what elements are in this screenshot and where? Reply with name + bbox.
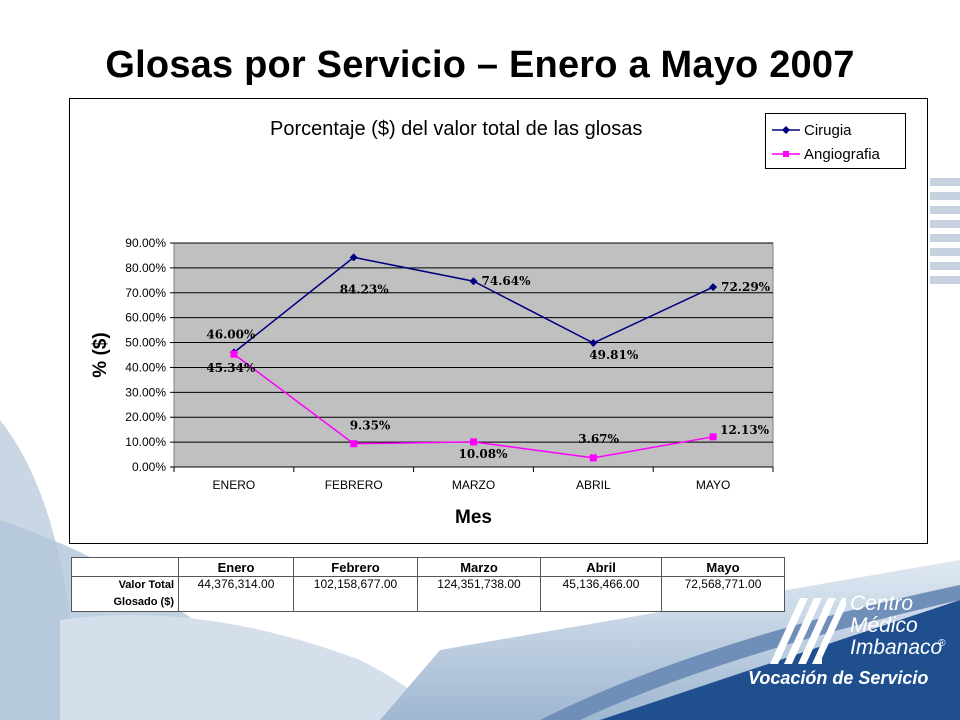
- table-header-cell: Abril: [540, 557, 662, 577]
- x-tick-label: ENERO: [213, 478, 256, 492]
- data-point-cirugia: [589, 339, 598, 348]
- page-title: Glosas por Servicio – Enero a Mayo 2007: [105, 44, 855, 86]
- data-label-angiografia: 9.35%: [350, 419, 391, 433]
- x-tick-label: MARZO: [452, 478, 495, 492]
- centro-medico-imbanaco-logo: Centro Médico Imbanaco ® Vocación de Ser…: [748, 592, 950, 692]
- table-corner-cell: [71, 557, 179, 577]
- data-point-angiografia: [709, 433, 717, 441]
- y-tick-label: 10.00%: [125, 435, 166, 449]
- data-label-angiografia: 3.67%: [578, 432, 619, 446]
- data-label-cirugia: 46.00%: [206, 328, 256, 342]
- data-label-cirugia: 72.29%: [721, 280, 771, 294]
- legend-swatch-cirugia: [772, 126, 800, 134]
- table-cell: 44,376,314.00: [178, 576, 294, 612]
- data-label-cirugia: 49.81%: [589, 348, 639, 362]
- data-point-angiografia: [589, 454, 597, 462]
- y-tick-label: 90.00%: [125, 236, 166, 250]
- table-cell: 72,568,771.00: [661, 576, 785, 612]
- y-tick-label: 30.00%: [125, 385, 166, 399]
- data-label-cirugia: 84.23%: [340, 282, 390, 296]
- glosas-table: Enero Febrero Marzo Abril Mayo Valor Tot…: [71, 557, 785, 612]
- row-label-line2: Glosado ($): [113, 596, 174, 608]
- table-header-cell: Febrero: [293, 557, 418, 577]
- y-tick-label: 60.00%: [125, 311, 166, 325]
- logo-tagline: Vocación de Servicio: [748, 668, 929, 688]
- y-tick-label: 80.00%: [125, 261, 166, 275]
- table-cell: 45,136,466.00: [540, 576, 662, 612]
- data-point-angiografia: [230, 350, 238, 358]
- logo-registered-mark: ®: [938, 638, 946, 649]
- line-chart: 0.00% 10.00% 20.00% 30.00% 40.00% 50.00% 60.00…: [90, 236, 774, 528]
- table-cell: 102,158,677.00: [293, 576, 418, 612]
- chart-panel: 0.00% 10.00% 20.00% 30.00% 40.00% 50.00% 60.00…: [69, 98, 928, 544]
- logo-mark-icon: [770, 598, 846, 664]
- chart-title: Porcentaje ($) del valor total de las gl…: [270, 118, 643, 140]
- legend-label-angiografia: Angiografia: [804, 145, 880, 163]
- table-cell: 124,351,738.00: [417, 576, 541, 612]
- y-tick-label: 0.00%: [132, 460, 166, 474]
- logo-text-line1: Centro: [850, 592, 914, 615]
- data-point-cirugia: [469, 277, 478, 286]
- x-tick-label: MAYO: [696, 478, 730, 492]
- data-label-angiografia: 12.13%: [720, 423, 770, 437]
- legend-item-cirugia: Cirugia: [772, 120, 852, 140]
- row-label-line1: Valor Total: [118, 579, 174, 591]
- logo-text-line2: Médico: [850, 614, 918, 637]
- y-tick-label: 20.00%: [125, 410, 166, 424]
- legend-item-angiografia: Angiografia: [772, 144, 880, 164]
- y-tick-label: 50.00%: [125, 336, 166, 350]
- legend-label-cirugia: Cirugia: [804, 121, 852, 139]
- table-row-label: Valor Total Glosado ($): [71, 576, 179, 612]
- chart-legend: Cirugia Angiografia: [765, 113, 906, 169]
- x-tick-label: FEBRERO: [325, 478, 383, 492]
- data-point-angiografia: [350, 440, 358, 448]
- table-row: Valor Total Glosado ($) 44,376,314.00 10…: [71, 576, 785, 612]
- data-point-angiografia: [470, 438, 477, 446]
- y-axis-title: % ($): [90, 332, 111, 377]
- data-point-cirugia: [349, 253, 358, 262]
- data-label-cirugia: 74.64%: [482, 274, 532, 288]
- x-tick-label: ABRIL: [576, 478, 611, 492]
- x-axis-title: Mes: [455, 507, 492, 528]
- plot-area: [173, 242, 774, 468]
- logo-text-line3: Imbanaco: [850, 636, 943, 659]
- legend-swatch-angiografia: [772, 151, 800, 157]
- table-header-row: Enero Febrero Marzo Abril Mayo: [71, 557, 785, 577]
- y-tick-label: 70.00%: [125, 286, 166, 300]
- table-header-cell: Mayo: [661, 557, 785, 577]
- data-label-angiografia: 10.08%: [459, 447, 509, 461]
- data-point-cirugia: [709, 283, 718, 292]
- data-label-angiografia: 45.34%: [206, 361, 256, 375]
- y-tick-label: 40.00%: [125, 360, 166, 374]
- table-header-cell: Marzo: [417, 557, 541, 577]
- table-header-cell: Enero: [178, 557, 294, 577]
